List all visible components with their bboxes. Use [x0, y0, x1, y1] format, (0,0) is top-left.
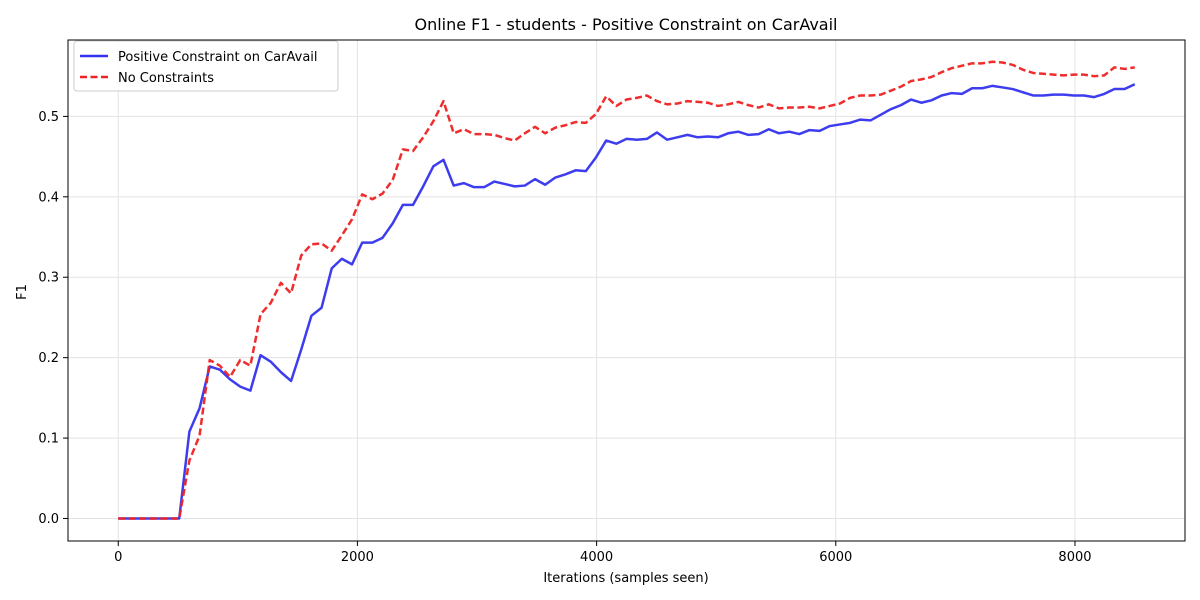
y-tick-label: 0.3: [38, 271, 59, 286]
legend-label-no-constraints: No Constraints: [118, 71, 214, 86]
axis-ticks: 0 2000 4000 6000 8000 0.0 0.1 0.2 0.3 0.4 0.5: [38, 110, 1091, 565]
legend: Positive Constraint on CarAvail No Const…: [73, 40, 339, 92]
y-axis-label: F1: [15, 284, 30, 300]
x-tick-label: 2000: [341, 550, 374, 565]
x-tick-label: 8000: [1058, 550, 1091, 565]
legend-box: [73, 40, 339, 92]
y-tick-label: 0.4: [38, 190, 59, 205]
x-tick-label: 4000: [580, 550, 613, 565]
chart-title: Online F1 - students - Positive Constrai…: [414, 15, 837, 34]
plot-frame: [67, 39, 1186, 542]
series-layer: [118, 60, 1136, 520]
x-tick-label: 6000: [819, 550, 852, 565]
y-tick-label: 0.0: [38, 512, 59, 527]
legend-label-positive-constraint: Positive Constraint on CarAvail: [118, 50, 318, 65]
series-line-positive-constraint: [118, 83, 1136, 520]
grid: [68, 40, 1185, 541]
series-line-no-constraints: [118, 60, 1135, 520]
x-tick-label: 0: [114, 550, 122, 565]
y-tick-label: 0.2: [38, 351, 59, 366]
y-tick-label: 0.5: [38, 110, 59, 125]
x-axis-label: Iterations (samples seen): [543, 571, 708, 586]
y-tick-label: 0.1: [38, 432, 59, 447]
